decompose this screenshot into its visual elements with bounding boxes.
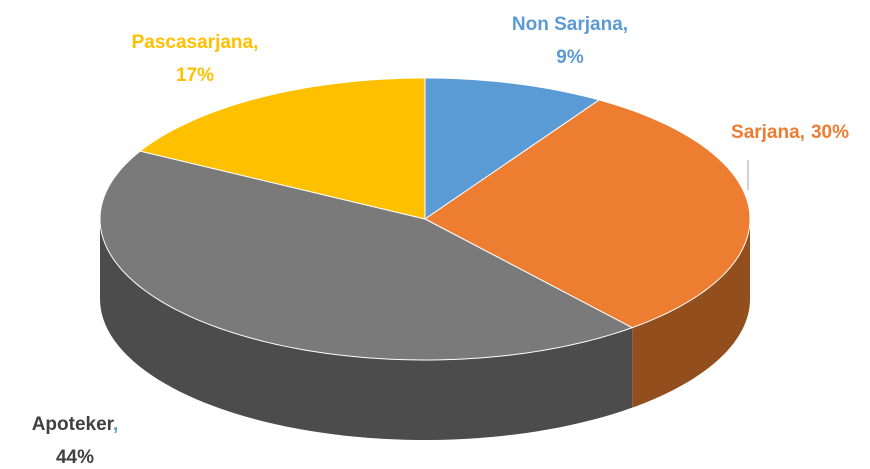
slice bbox=[139, 77, 426, 220]
label-value: 30% bbox=[811, 122, 849, 143]
label-value: 17% bbox=[176, 65, 214, 86]
label-value: 9% bbox=[556, 47, 584, 68]
label-separator: , bbox=[253, 32, 258, 53]
slice-side bbox=[100, 219, 633, 440]
label-category: Non Sarjana bbox=[512, 14, 623, 35]
label-category: Sarjana bbox=[731, 122, 800, 143]
label-category: Pascasarjana bbox=[132, 32, 254, 53]
data-label: Apoteker, 44% bbox=[32, 414, 119, 468]
slice-side bbox=[632, 219, 750, 408]
data-label: Sarjana, 30% bbox=[731, 122, 849, 143]
label-separator: , bbox=[113, 414, 118, 435]
slice bbox=[99, 150, 634, 361]
label-value: 44% bbox=[56, 447, 94, 468]
label-category: Apoteker bbox=[32, 414, 115, 435]
label-separator: , bbox=[800, 122, 805, 143]
slice bbox=[424, 99, 751, 329]
data-label: Pascasarjana, 17% bbox=[132, 32, 259, 86]
data-label: Non Sarjana, 9% bbox=[512, 14, 628, 68]
slice bbox=[424, 77, 601, 220]
label-separator: , bbox=[623, 14, 628, 35]
